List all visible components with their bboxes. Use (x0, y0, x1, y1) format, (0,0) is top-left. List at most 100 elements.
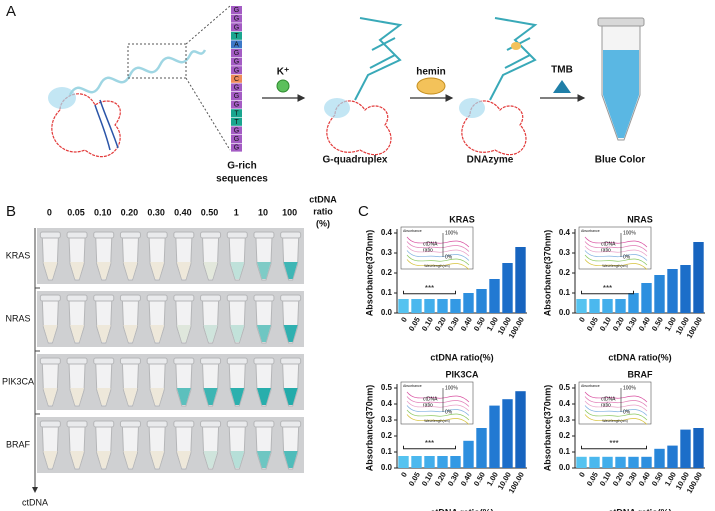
tube-cap (226, 420, 248, 428)
x-tick-label: 0 (577, 470, 587, 478)
tube-cap (280, 231, 302, 239)
bar (693, 428, 704, 468)
tube-cap (93, 420, 115, 428)
column-title: (%) (316, 218, 330, 228)
tube-cap (226, 231, 248, 239)
inset-curve (406, 405, 470, 416)
bar-chart: 0.00.10.20.30.40.500.050.100.200.300.400… (542, 369, 705, 511)
x-tick-label: 0.40 (637, 315, 652, 332)
x-tick-label: 0.50 (650, 315, 665, 332)
tube-cap (66, 357, 88, 365)
y-tick-label: 0.3 (559, 415, 571, 424)
x-tick-label: 0.30 (624, 470, 639, 487)
sequence-letter: A (234, 42, 239, 49)
row-label: BRAF (6, 439, 31, 449)
sequence-cell (231, 126, 242, 135)
sequence-label: G-rich (227, 161, 256, 172)
tube-liquid (43, 325, 58, 342)
bar (502, 399, 513, 468)
sequence-letter: G (234, 59, 239, 66)
inset-curve (584, 391, 648, 403)
bar (411, 456, 422, 468)
bar-chart: 0.00.10.20.30.400.050.100.200.300.400.50… (542, 214, 705, 362)
inset-label: 100% (445, 385, 458, 391)
tube-liquid (176, 262, 191, 279)
bar (602, 456, 613, 468)
chart-title: NRAS (627, 214, 653, 224)
sequence-letter: G (234, 16, 239, 23)
inset-curve (584, 250, 648, 261)
y-tick-label: 0.2 (559, 268, 571, 277)
x-tick-label: 0.05 (407, 315, 422, 332)
sequence-cell (231, 100, 242, 109)
sequence-letter: G (234, 128, 239, 135)
hemin-icon (416, 77, 446, 95)
bar (515, 247, 526, 313)
bar (476, 289, 487, 313)
y-tick-label: 0.2 (381, 431, 393, 440)
tube-liquid (123, 388, 138, 405)
bar (680, 429, 691, 468)
column-label: 0.05 (67, 207, 85, 217)
y-tick-label: 0.2 (559, 431, 571, 440)
x-tick-label: 0.20 (433, 470, 448, 487)
tube-cap (200, 357, 222, 365)
significance-label: *** (609, 439, 618, 448)
tube-liquid (96, 388, 111, 405)
bar-chart: 0.00.10.20.30.400.050.100.200.300.400.50… (364, 214, 527, 362)
tube-cap (200, 231, 222, 239)
y-tick-label: 0.1 (381, 447, 393, 456)
inset-frame (400, 381, 474, 425)
sequence-cell (231, 135, 242, 143)
sequence-letter: G (234, 7, 239, 14)
inset-curve (406, 259, 470, 270)
inset-curve (584, 259, 648, 270)
bar-chart: 0.00.10.20.30.40.500.050.100.200.300.400… (364, 369, 527, 511)
tube-cap (280, 294, 302, 302)
stage-label: Blue Color (595, 155, 646, 166)
inset-curve (406, 250, 470, 261)
sequence-cell (231, 23, 242, 32)
column-label: 0.30 (147, 207, 165, 217)
tube-liquid (43, 262, 58, 279)
inset-curve (584, 409, 648, 421)
chart-title: PIK3CA (445, 369, 479, 379)
tube-liquid (96, 262, 111, 279)
tube-cap (226, 294, 248, 302)
tube-cap (66, 231, 88, 239)
inset-label: 100% (623, 385, 636, 391)
sequence-letter: G (234, 145, 239, 152)
bar (476, 428, 487, 468)
sequence-cell (231, 143, 242, 152)
inset-curve (406, 414, 470, 425)
bar (450, 299, 461, 313)
tube-cap (253, 294, 275, 302)
bar (437, 456, 448, 468)
bar (398, 456, 409, 468)
x-tick-label: 0.50 (650, 470, 665, 487)
inset-label: 0% (445, 254, 453, 260)
tube-liquid (256, 325, 271, 342)
tube-cap (93, 357, 115, 365)
inset-curve (584, 254, 648, 266)
x-tick-label: 0.40 (637, 470, 652, 487)
inset-label: ctDNA (601, 396, 616, 402)
column-label: 1 (234, 207, 239, 217)
y-tick-label: 0.0 (559, 308, 571, 317)
bar (602, 299, 613, 313)
tube-cap (200, 420, 222, 428)
inset-curve (406, 241, 470, 252)
bar (515, 391, 526, 468)
inset-label: 100% (623, 230, 636, 236)
bar (615, 299, 626, 313)
tube-cap (253, 420, 275, 428)
tube-liquid (203, 262, 218, 279)
y-axis-label: Absorbance(370nm) (364, 230, 374, 317)
inset-label: 0% (445, 409, 453, 415)
inset-label: Wavelength(nm) (602, 264, 628, 268)
bar (667, 445, 678, 468)
bar (641, 456, 652, 468)
x-tick-label: 0.10 (598, 470, 613, 487)
bar (489, 405, 500, 468)
tube-cap (200, 294, 222, 302)
